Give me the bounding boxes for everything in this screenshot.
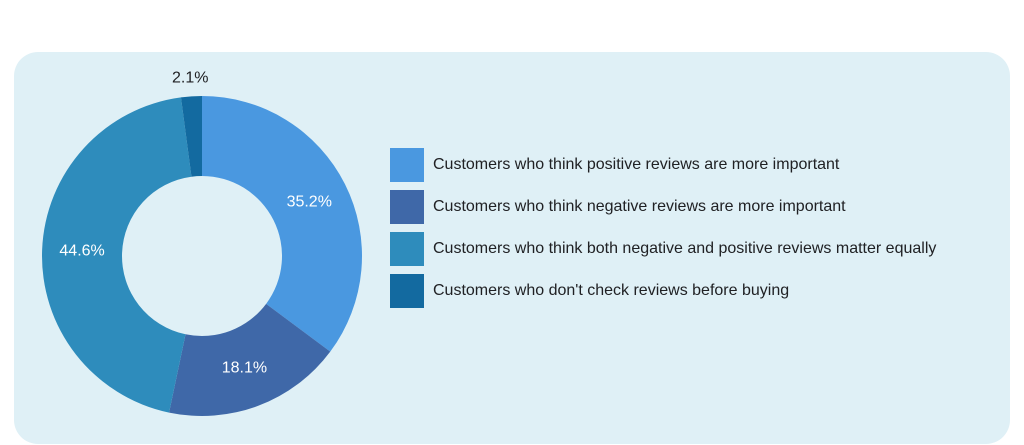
- legend-label: Customers who don't check reviews before…: [433, 282, 790, 299]
- slice-no-check: [180, 96, 202, 177]
- legend-label: Customers who think negative reviews are…: [433, 198, 846, 215]
- legend-swatch: [390, 190, 424, 224]
- slice-value-label: 2.1%: [172, 70, 208, 87]
- chart-legend: Customers who think positive reviews are…: [390, 148, 1010, 316]
- slice-value-label: 35.2%: [287, 193, 332, 210]
- slice-value-label: 44.6%: [59, 243, 104, 260]
- legend-swatch: [390, 232, 424, 266]
- slice-negative: [169, 303, 331, 417]
- slice-value-label: 18.1%: [222, 359, 267, 376]
- slice-positive: [202, 96, 363, 352]
- legend-item-both: Customers who think both negative and po…: [390, 232, 1010, 266]
- legend-swatch: [390, 148, 424, 182]
- legend-swatch: [390, 274, 424, 308]
- legend-item-positive: Customers who think positive reviews are…: [390, 148, 1010, 182]
- legend-label: Customers who think positive reviews are…: [433, 156, 840, 173]
- slice-both: [41, 97, 192, 413]
- legend-label: Customers who think both negative and po…: [433, 240, 937, 257]
- legend-item-no-check: Customers who don't check reviews before…: [390, 274, 1010, 308]
- legend-item-negative: Customers who think negative reviews are…: [390, 190, 1010, 224]
